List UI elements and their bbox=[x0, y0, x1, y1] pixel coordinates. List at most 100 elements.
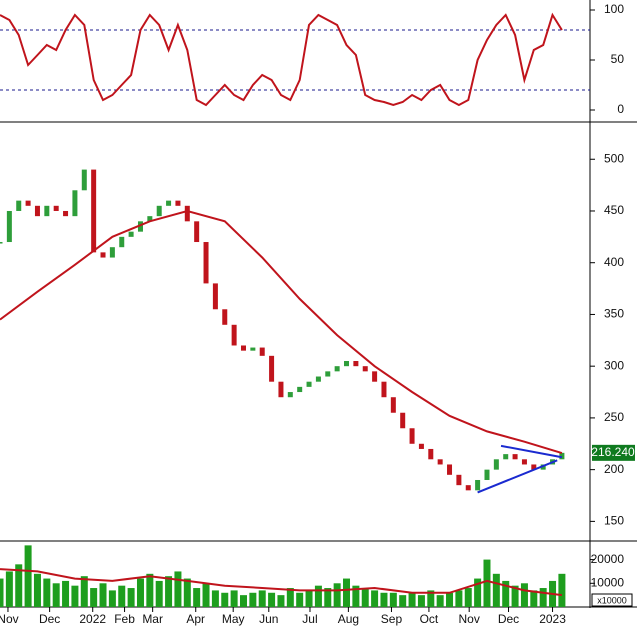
volume-bar bbox=[90, 588, 98, 607]
volume-bar bbox=[343, 578, 351, 607]
candle bbox=[334, 366, 340, 372]
volume-bar bbox=[258, 590, 266, 607]
y-tick-label: 350 bbox=[604, 307, 624, 321]
candle bbox=[53, 205, 59, 211]
candle bbox=[34, 205, 40, 217]
volume-bar bbox=[389, 592, 397, 607]
volume-bar bbox=[324, 588, 332, 607]
candle bbox=[91, 169, 97, 253]
candle bbox=[559, 452, 565, 460]
candle bbox=[372, 371, 378, 382]
volume-bar bbox=[511, 585, 519, 607]
volume-bar bbox=[0, 578, 4, 607]
candle bbox=[475, 479, 481, 491]
volume-bar bbox=[230, 590, 238, 607]
volume-bar bbox=[352, 585, 360, 607]
candle bbox=[306, 381, 312, 387]
trendline bbox=[477, 459, 558, 494]
x-tick-label: May bbox=[222, 612, 245, 626]
candle bbox=[147, 216, 153, 222]
volume-bar bbox=[380, 592, 388, 607]
candle bbox=[222, 309, 228, 325]
x-tick-label: 2023 bbox=[539, 612, 566, 626]
last-price-label: 216.240 bbox=[591, 445, 635, 459]
candle bbox=[484, 469, 490, 480]
volume-bar bbox=[108, 590, 116, 607]
volume-bar bbox=[333, 583, 341, 607]
candle bbox=[156, 205, 162, 217]
candle bbox=[503, 454, 509, 460]
volume-bar bbox=[24, 545, 32, 607]
volume-bar bbox=[371, 590, 379, 607]
candle bbox=[250, 347, 256, 351]
candle bbox=[531, 464, 537, 470]
candle bbox=[184, 205, 190, 222]
candle bbox=[269, 355, 275, 382]
volume-bar bbox=[155, 580, 163, 607]
volume-bar bbox=[43, 578, 51, 607]
volume-bar bbox=[99, 583, 107, 607]
candle bbox=[6, 210, 12, 243]
y-tick-label: 20000 bbox=[591, 552, 625, 566]
volume-bar bbox=[286, 588, 294, 607]
volume-bar bbox=[146, 573, 154, 607]
volume-bar bbox=[62, 580, 70, 607]
volume-bar bbox=[314, 585, 322, 607]
y-tick-label: 400 bbox=[604, 255, 624, 269]
moving-average bbox=[0, 209, 563, 455]
candle bbox=[0, 242, 3, 244]
volume-bar bbox=[239, 595, 247, 607]
volume-bar bbox=[193, 588, 201, 607]
x-tick-label: Dec bbox=[498, 612, 519, 626]
candle bbox=[128, 231, 134, 237]
candle bbox=[231, 324, 237, 346]
candle bbox=[25, 200, 31, 206]
candle bbox=[493, 459, 499, 470]
candle bbox=[428, 448, 434, 460]
y-tick-label: 0 bbox=[617, 102, 624, 116]
volume-bar bbox=[211, 590, 219, 607]
unit-label: x10000 bbox=[597, 595, 627, 605]
x-tick-label: Feb bbox=[114, 612, 135, 626]
y-tick-label: 250 bbox=[604, 410, 624, 424]
candle bbox=[390, 397, 396, 413]
volume-bar bbox=[268, 592, 276, 607]
volume-bar bbox=[202, 583, 210, 607]
candle bbox=[72, 190, 78, 217]
y-tick-label: 500 bbox=[604, 151, 624, 165]
candle bbox=[362, 366, 368, 372]
volume-bar bbox=[249, 592, 257, 607]
volume-bar bbox=[118, 585, 126, 607]
candle bbox=[212, 283, 218, 310]
x-tick-label: Mar bbox=[142, 612, 163, 626]
candle bbox=[278, 381, 284, 398]
candle bbox=[409, 428, 415, 444]
volume-bar bbox=[502, 580, 510, 607]
volume-bar bbox=[474, 578, 482, 607]
x-tick-label: Nov bbox=[459, 612, 480, 626]
volume-bar bbox=[558, 573, 566, 607]
x-tick-label: 2022 bbox=[79, 612, 106, 626]
volume-bar bbox=[446, 592, 454, 607]
candle bbox=[259, 347, 265, 356]
x-tick-label: Aug bbox=[338, 612, 359, 626]
candle bbox=[175, 200, 181, 206]
candle bbox=[194, 221, 200, 243]
volume-bar bbox=[436, 595, 444, 607]
volume-bar bbox=[399, 595, 407, 607]
volume-bar bbox=[520, 583, 528, 607]
volume-bar bbox=[80, 576, 88, 607]
x-tick-label: Jul bbox=[302, 612, 317, 626]
x-tick-label: Nov bbox=[0, 612, 19, 626]
volume-bar bbox=[492, 573, 500, 607]
volume-bar bbox=[417, 595, 425, 607]
oscillator-line bbox=[0, 12, 563, 107]
volume-bar bbox=[539, 588, 547, 607]
candle bbox=[240, 345, 246, 351]
x-tick-label: Sep bbox=[381, 612, 403, 626]
volume-bar bbox=[361, 588, 369, 607]
volume-bar bbox=[455, 590, 463, 607]
candle bbox=[418, 443, 424, 449]
